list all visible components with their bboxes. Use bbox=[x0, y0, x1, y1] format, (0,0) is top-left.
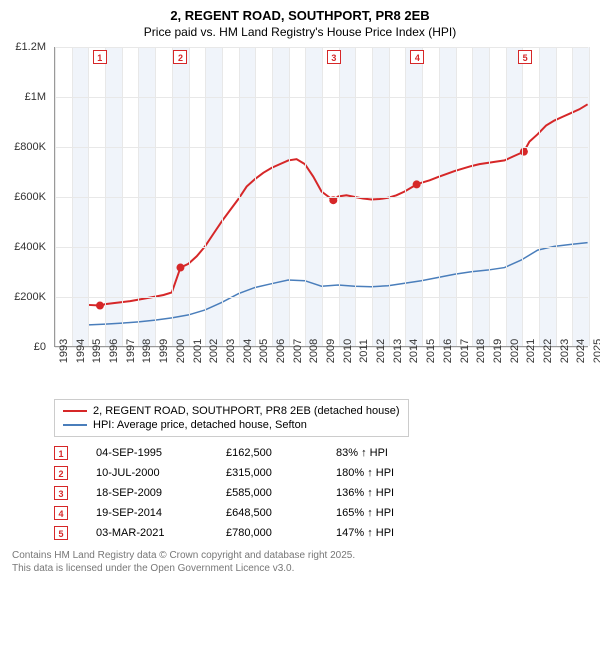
sale-date: 18-SEP-2009 bbox=[96, 487, 226, 499]
x-tick-label: 2025 bbox=[592, 339, 600, 363]
sale-price: £162,500 bbox=[226, 447, 336, 459]
y-tick-label: £400K bbox=[14, 241, 46, 253]
sale-row: 2 10-JUL-2000£315,000180% ↑ HPI bbox=[54, 463, 588, 483]
sale-marker: 1 bbox=[93, 50, 107, 64]
x-tick-label: 1993 bbox=[58, 339, 70, 363]
x-tick-label: 2008 bbox=[308, 339, 320, 363]
sale-marker: 2 bbox=[173, 50, 187, 64]
x-tick-label: 2006 bbox=[275, 339, 287, 363]
sale-price: £315,000 bbox=[226, 467, 336, 479]
sale-date: 04-SEP-1995 bbox=[96, 447, 226, 459]
x-tick-label: 1997 bbox=[125, 339, 137, 363]
sale-pct: 136% ↑ HPI bbox=[336, 487, 456, 499]
x-tick-label: 2018 bbox=[475, 339, 487, 363]
legend-label: HPI: Average price, detached house, Seft… bbox=[93, 419, 307, 431]
x-tick-label: 2016 bbox=[442, 339, 454, 363]
x-tick-label: 1995 bbox=[91, 339, 103, 363]
sale-index-box: 5 bbox=[54, 526, 68, 540]
legend: 2, REGENT ROAD, SOUTHPORT, PR8 2EB (deta… bbox=[54, 399, 409, 437]
legend-swatch bbox=[63, 424, 87, 426]
sale-pct: 83% ↑ HPI bbox=[336, 447, 456, 459]
x-tick-label: 2017 bbox=[459, 339, 471, 363]
sale-date: 10-JUL-2000 bbox=[96, 467, 226, 479]
x-tick-label: 2015 bbox=[425, 339, 437, 363]
x-tick-label: 2011 bbox=[358, 339, 370, 363]
x-tick-label: 2024 bbox=[575, 339, 587, 363]
sale-date: 19-SEP-2014 bbox=[96, 507, 226, 519]
x-tick-label: 2004 bbox=[242, 339, 254, 363]
legend-item: 2, REGENT ROAD, SOUTHPORT, PR8 2EB (deta… bbox=[63, 404, 400, 418]
x-tick-label: 2010 bbox=[342, 339, 354, 363]
y-tick-label: £600K bbox=[14, 191, 46, 203]
sale-row: 3 18-SEP-2009£585,000136% ↑ HPI bbox=[54, 483, 588, 503]
sale-index-box: 1 bbox=[54, 446, 68, 460]
sale-marker: 3 bbox=[327, 50, 341, 64]
x-axis: 1993199419951996199719981999200020012002… bbox=[54, 347, 588, 387]
sale-index-box: 4 bbox=[54, 506, 68, 520]
sale-price: £648,500 bbox=[226, 507, 336, 519]
x-tick-label: 2000 bbox=[175, 339, 187, 363]
y-tick-label: £200K bbox=[14, 291, 46, 303]
sale-row: 5 03-MAR-2021£780,000147% ↑ HPI bbox=[54, 523, 588, 543]
sale-marker: 5 bbox=[518, 50, 532, 64]
sale-pct: 180% ↑ HPI bbox=[336, 467, 456, 479]
plot-area: 1 2 3 4 5 bbox=[54, 47, 588, 347]
legend-item: HPI: Average price, detached house, Seft… bbox=[63, 418, 400, 432]
x-tick-label: 2023 bbox=[559, 339, 571, 363]
sale-price: £585,000 bbox=[226, 487, 336, 499]
x-tick-label: 1996 bbox=[108, 339, 120, 363]
chart: £0£200K£400K£600K£800K£1M£1.2M 12345 199… bbox=[12, 47, 588, 387]
footer-line: Contains HM Land Registry data © Crown c… bbox=[12, 549, 588, 562]
footer-line: This data is licensed under the Open Gov… bbox=[12, 562, 588, 575]
sale-date: 03-MAR-2021 bbox=[96, 527, 226, 539]
legend-label: 2, REGENT ROAD, SOUTHPORT, PR8 2EB (deta… bbox=[93, 405, 400, 417]
sale-price: £780,000 bbox=[226, 527, 336, 539]
x-tick-label: 1994 bbox=[75, 339, 87, 363]
y-axis: £0£200K£400K£600K£800K£1M£1.2M bbox=[12, 47, 50, 347]
sale-index-box: 2 bbox=[54, 466, 68, 480]
x-tick-label: 2012 bbox=[375, 339, 387, 363]
container: 2, REGENT ROAD, SOUTHPORT, PR8 2EB Price… bbox=[0, 0, 600, 581]
x-tick-label: 2001 bbox=[192, 339, 204, 363]
sale-index-box: 3 bbox=[54, 486, 68, 500]
x-tick-label: 2022 bbox=[542, 339, 554, 363]
x-tick-label: 2009 bbox=[325, 339, 337, 363]
legend-swatch bbox=[63, 410, 87, 412]
x-tick-label: 2014 bbox=[408, 339, 420, 363]
x-tick-label: 2005 bbox=[258, 339, 270, 363]
x-tick-label: 2013 bbox=[392, 339, 404, 363]
sale-row: 4 19-SEP-2014£648,500165% ↑ HPI bbox=[54, 503, 588, 523]
y-tick-label: £1M bbox=[25, 91, 46, 103]
x-tick-label: 2007 bbox=[292, 339, 304, 363]
sale-pct: 147% ↑ HPI bbox=[336, 527, 456, 539]
page-title: 2, REGENT ROAD, SOUTHPORT, PR8 2EB bbox=[12, 8, 588, 23]
footer: Contains HM Land Registry data © Crown c… bbox=[12, 549, 588, 575]
x-tick-label: 1999 bbox=[158, 339, 170, 363]
page-subtitle: Price paid vs. HM Land Registry's House … bbox=[12, 25, 588, 39]
x-tick-label: 2020 bbox=[509, 339, 521, 363]
y-tick-label: £0 bbox=[34, 341, 46, 353]
sale-row: 1 04-SEP-1995£162,50083% ↑ HPI bbox=[54, 443, 588, 463]
x-tick-label: 2019 bbox=[492, 339, 504, 363]
sale-pct: 165% ↑ HPI bbox=[336, 507, 456, 519]
sales-table: 1 04-SEP-1995£162,50083% ↑ HPI 2 10-JUL-200… bbox=[54, 443, 588, 543]
y-tick-label: £800K bbox=[14, 141, 46, 153]
sale-marker: 4 bbox=[410, 50, 424, 64]
y-tick-label: £1.2M bbox=[15, 41, 46, 53]
x-tick-label: 1998 bbox=[141, 339, 153, 363]
x-tick-label: 2002 bbox=[208, 339, 220, 363]
x-tick-label: 2003 bbox=[225, 339, 237, 363]
x-tick-label: 2021 bbox=[525, 339, 537, 363]
